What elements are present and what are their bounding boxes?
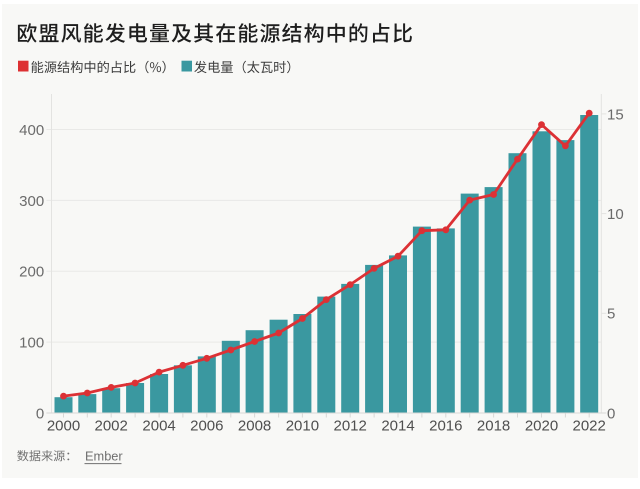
svg-text:2018: 2018	[477, 418, 510, 435]
svg-text:2008: 2008	[238, 418, 271, 435]
svg-text:2016: 2016	[429, 418, 462, 435]
svg-text:2022: 2022	[573, 418, 606, 435]
svg-text:2002: 2002	[95, 418, 128, 435]
svg-text:300: 300	[19, 193, 44, 210]
svg-text:100: 100	[19, 334, 44, 351]
svg-text:2004: 2004	[142, 418, 175, 435]
svg-text:15: 15	[607, 106, 624, 123]
svg-text:2012: 2012	[334, 418, 367, 435]
svg-text:200: 200	[19, 264, 44, 281]
svg-text:5: 5	[607, 306, 615, 323]
svg-text:0: 0	[607, 405, 615, 422]
svg-text:2006: 2006	[190, 418, 223, 435]
svg-text:400: 400	[19, 122, 44, 139]
svg-text:2020: 2020	[525, 418, 558, 435]
svg-text:10: 10	[607, 206, 624, 223]
svg-text:0: 0	[36, 405, 44, 422]
svg-text:2014: 2014	[381, 418, 414, 435]
svg-text:2000: 2000	[47, 418, 80, 435]
svg-text:2010: 2010	[286, 418, 319, 435]
svg-text:Ember: Ember	[85, 448, 123, 463]
